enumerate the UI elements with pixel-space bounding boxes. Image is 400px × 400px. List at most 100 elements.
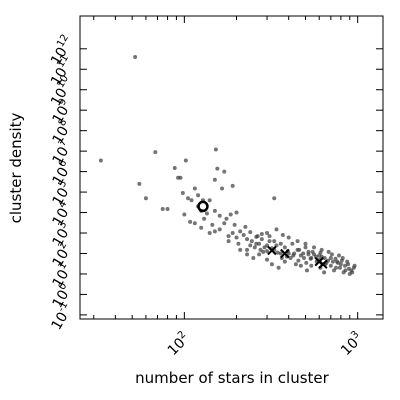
- data-point: [301, 251, 306, 256]
- data-point: [295, 239, 300, 244]
- data-point: [213, 147, 218, 152]
- data-point: [245, 247, 250, 252]
- data-point: [286, 235, 291, 240]
- data-point: [342, 263, 347, 268]
- data-point: [178, 175, 183, 180]
- data-point: [276, 265, 281, 270]
- data-point: [326, 258, 331, 263]
- data-point: [328, 256, 333, 261]
- y-tick-label: 106: [48, 158, 76, 188]
- data-point: [212, 208, 217, 213]
- data-point: [275, 250, 280, 255]
- data-point: [330, 259, 335, 264]
- data-point: [234, 210, 239, 215]
- data-point: [186, 196, 191, 201]
- x-axis-label: number of stars in cluster: [135, 369, 329, 387]
- data-point: [322, 256, 327, 261]
- data-point: [236, 241, 241, 246]
- data-point: [137, 181, 142, 186]
- data-point: [341, 270, 346, 275]
- y-tick-label: 104: [48, 199, 76, 229]
- data-point: [335, 260, 340, 265]
- data-point: [322, 270, 327, 275]
- y-axis-label: cluster density: [7, 112, 25, 223]
- data-point: [245, 237, 250, 242]
- data-point: [318, 250, 323, 255]
- data-point: [180, 191, 185, 196]
- highlighted-point: [197, 200, 209, 213]
- y-tick-label: 10-1: [47, 300, 76, 333]
- ticks-layer: 102 10310-1100101102103104105106107108109…: [46, 16, 383, 359]
- data-point: [183, 158, 188, 163]
- data-point: [328, 263, 333, 268]
- data-point: [267, 239, 272, 244]
- y-tick-label: 1011: [46, 53, 77, 88]
- data-point: [220, 186, 225, 191]
- data-point: [172, 166, 177, 171]
- data-point: [269, 262, 274, 267]
- data-point: [232, 222, 237, 227]
- data-point: [153, 150, 158, 155]
- data-point: [306, 252, 311, 257]
- data-point: [336, 253, 341, 258]
- data-point: [272, 239, 277, 244]
- cross-marker: [318, 259, 328, 269]
- data-point: [230, 231, 235, 236]
- data-point: [272, 196, 277, 201]
- y-tick-label: 101: [48, 260, 76, 290]
- data-point: [293, 262, 298, 267]
- data-point: [350, 270, 355, 275]
- x-tick-label: 102: [163, 329, 193, 359]
- data-point: [274, 227, 279, 232]
- y-tick-label: 100: [48, 281, 76, 311]
- data-point: [252, 245, 257, 250]
- data-point: [255, 234, 260, 239]
- data-point: [278, 251, 283, 256]
- data-point: [265, 257, 270, 262]
- y-tick-label: 108: [48, 117, 76, 147]
- data-point: [309, 263, 314, 268]
- data-point: [251, 256, 256, 261]
- data-point: [226, 239, 231, 244]
- data-point: [329, 252, 334, 257]
- data-point: [352, 263, 357, 268]
- data-point: [258, 247, 263, 252]
- data-point: [217, 213, 222, 218]
- data-point: [282, 259, 287, 264]
- y-tick-label: 103: [48, 220, 76, 250]
- data-point: [165, 206, 170, 211]
- data-point: [303, 245, 308, 250]
- data-point: [207, 231, 212, 236]
- data-point: [189, 198, 194, 203]
- data-point: [333, 256, 338, 261]
- data-point: [234, 235, 239, 240]
- data-point: [241, 232, 246, 237]
- data-point: [215, 166, 220, 171]
- y-tick-label: 107: [48, 138, 76, 168]
- data-point: [238, 229, 243, 234]
- data-point: [192, 186, 197, 191]
- data-point: [346, 262, 351, 267]
- data-point: [304, 260, 309, 265]
- data-point: [288, 256, 293, 261]
- data-point: [202, 216, 207, 221]
- data-point: [217, 227, 222, 232]
- points-layer: [98, 54, 357, 276]
- data-point: [182, 212, 187, 217]
- data-point: [257, 241, 262, 246]
- y-tick-label: 109: [48, 97, 76, 127]
- data-point: [199, 225, 204, 230]
- data-point: [222, 221, 227, 226]
- cross-marker: [267, 245, 277, 256]
- data-point: [224, 216, 229, 221]
- data-point: [143, 196, 148, 201]
- y-tick-label: 1012: [46, 33, 77, 68]
- y-tick-label: 102: [48, 240, 76, 270]
- markers-layer: [197, 200, 328, 269]
- data-point: [304, 268, 309, 273]
- data-point: [339, 258, 344, 263]
- plot-frame: [79, 15, 384, 320]
- data-point: [303, 241, 308, 246]
- data-point: [212, 229, 217, 234]
- data-point: [282, 245, 287, 250]
